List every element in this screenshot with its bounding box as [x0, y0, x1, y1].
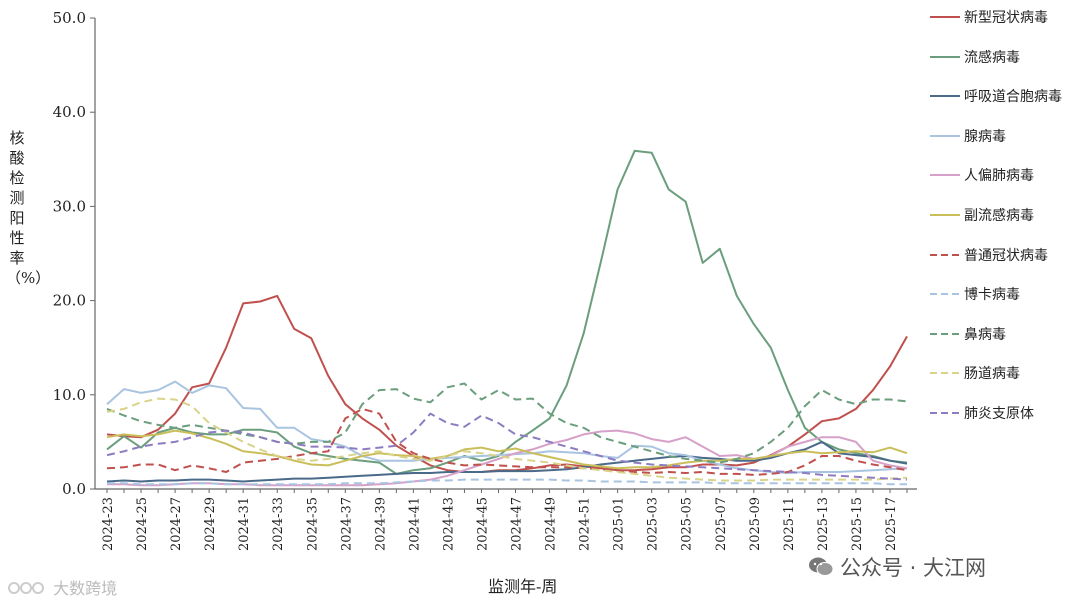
x-tick-label: 2025-13: [816, 497, 831, 551]
legend: 新型冠状病毒 流感病毒呼吸道合胞病毒 腺病毒人偏肺病毒副流感病毒普通冠状病毒 博卡病毒…: [928, 6, 1078, 442]
watermark-right-text: 公众号 · 大江网: [840, 556, 987, 580]
x-tick-label: 2024-31: [237, 497, 252, 551]
legend-swatch: [930, 253, 960, 256]
series-line-3: [106, 440, 908, 483]
series-line-8: [107, 478, 907, 486]
legend-item: 肺炎支原体: [928, 402, 1078, 442]
plot-lines: [106, 149, 908, 487]
logo-icon: [8, 582, 44, 594]
legend-label: 鼻病毒: [964, 326, 1006, 343]
legend-label: 肠道病毒: [964, 366, 1020, 383]
legend-label: 新型冠状病毒: [964, 10, 1048, 26]
legend-label: 普通冠状病毒: [964, 247, 1048, 264]
x-tick-label: 2024-47: [510, 497, 525, 551]
watermark-left-text: 大数跨境: [53, 579, 118, 598]
legend-swatch: [930, 55, 960, 58]
legend-swatch: [930, 332, 960, 335]
watermark-right: 公众号 · 大江网: [808, 552, 986, 582]
x-tick-label: 2024-27: [169, 497, 184, 551]
axes: 0.0 10.0 20.0 30.0 40.0 50.0 2024-23 2024-25 202…: [53, 9, 917, 551]
x-tick-label: 2024-23: [101, 497, 116, 551]
wechat-icon: [809, 557, 834, 576]
x-tick-label: 2024-33: [271, 497, 286, 551]
series-line-6: [106, 429, 908, 470]
legend-swatch: [930, 372, 960, 375]
legend-label: 博卡病毒: [964, 287, 1020, 304]
x-tick-label: 2024-39: [373, 497, 388, 551]
x-tick-label: 2025-09: [748, 497, 763, 551]
legend-swatch: [930, 134, 960, 137]
legend-item: 肠道病毒: [928, 362, 1078, 402]
series-line-7: [106, 407, 908, 476]
legend-label: 呼吸道合胞病毒: [964, 89, 1062, 106]
x-tick-label: 2024-35: [305, 497, 320, 551]
legend-label: 人偏肺病毒: [964, 168, 1034, 185]
watermark-left: 大数跨境: [8, 575, 117, 599]
legend-label: 肺炎支原体: [964, 405, 1034, 422]
x-tick-label: 2024-37: [339, 497, 354, 551]
series-line-11: [106, 412, 908, 481]
legend-label: 腺病毒: [964, 128, 1006, 145]
y-tick-label: 0.0: [62, 480, 86, 498]
legend-item: 腺病毒: [928, 125, 1078, 165]
legend-swatch: [930, 16, 960, 18]
legend-item: 普通冠状病毒: [928, 244, 1078, 284]
y-tick-label: 30.0: [53, 197, 86, 215]
legend-label: 流感病毒: [964, 49, 1020, 66]
legend-swatch: [930, 411, 960, 414]
series-line-9: [106, 382, 908, 464]
x-tick-label: 2024-51: [578, 497, 593, 551]
x-tick-label: 2025-01: [612, 497, 627, 551]
x-tick-label: 2024-45: [475, 497, 490, 551]
legend-item: 呼吸道合胞病毒: [928, 85, 1078, 125]
legend-swatch: [930, 293, 960, 296]
x-tick-label: 2024-49: [544, 497, 559, 551]
y-tick-label: 40.0: [53, 103, 86, 121]
legend-item: 鼻病毒: [928, 323, 1078, 363]
legend-item: 流感病毒: [928, 46, 1078, 86]
legend-item: 人偏肺病毒: [928, 164, 1078, 204]
y-tick-label: 10.0: [53, 386, 86, 404]
legend-item: 博卡病毒: [928, 283, 1078, 323]
x-tick-label: 2025-15: [850, 497, 865, 551]
x-tick-label: 2024-25: [135, 497, 150, 551]
legend-label: 副流感病毒: [964, 207, 1034, 224]
series-line-10: [106, 397, 908, 482]
x-tick-label: 2025-05: [680, 497, 695, 551]
x-tick-label: 2025-17: [884, 497, 899, 551]
y-tick-label: 50.0: [53, 9, 86, 27]
legend-item: 副流感病毒: [928, 204, 1078, 244]
legend-swatch: [930, 213, 960, 216]
x-tick-label: 2025-11: [782, 497, 797, 551]
legend-swatch: [930, 95, 960, 98]
legend-swatch: [930, 174, 960, 177]
y-axis-label: 核酸检测阳性率（%）: [6, 129, 51, 287]
x-tick-label: 2024-41: [407, 497, 422, 551]
x-tick-label: 2025-03: [646, 497, 661, 551]
x-tick-label: 2024-43: [441, 497, 456, 551]
legend-item: 新型冠状病毒: [928, 6, 1078, 46]
x-tick-label: 2024-29: [203, 497, 218, 551]
x-tick-label: 2025-07: [714, 497, 729, 551]
series-line-2: [106, 149, 908, 475]
y-tick-label: 20.0: [53, 292, 86, 310]
series-line-1: [106, 294, 908, 473]
series-line-4: [106, 380, 908, 474]
x-axis-label: 监测年-周: [488, 577, 558, 596]
